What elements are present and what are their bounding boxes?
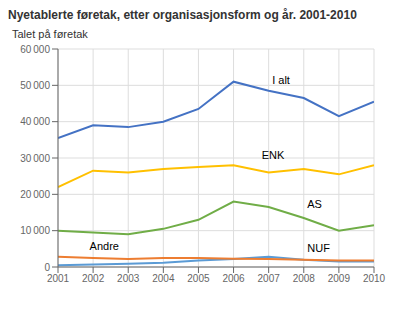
svg-text:2004: 2004 bbox=[152, 273, 175, 284]
svg-text:50 000: 50 000 bbox=[20, 80, 50, 91]
svg-text:2006: 2006 bbox=[222, 273, 245, 284]
svg-text:10 000: 10 000 bbox=[20, 225, 50, 236]
svg-text:2010: 2010 bbox=[363, 273, 386, 284]
svg-text:Andre: Andre bbox=[90, 240, 119, 252]
svg-text:30 000: 30 000 bbox=[20, 153, 50, 164]
svg-text:2001: 2001 bbox=[47, 273, 70, 284]
svg-text:2002: 2002 bbox=[82, 273, 105, 284]
html-text:Talet på føretak: Talet på føretak bbox=[12, 28, 88, 40]
svg-text:2007: 2007 bbox=[258, 273, 281, 284]
svg-text:2009: 2009 bbox=[328, 273, 351, 284]
svg-text:I alt: I alt bbox=[272, 74, 290, 86]
svg-text:40 000: 40 000 bbox=[20, 116, 50, 127]
svg-text:2003: 2003 bbox=[117, 273, 140, 284]
svg-text:2005: 2005 bbox=[187, 273, 210, 284]
svg-text:60 000: 60 000 bbox=[20, 44, 50, 55]
svg-text:2008: 2008 bbox=[293, 273, 316, 284]
svg-text:ENK: ENK bbox=[262, 149, 285, 161]
svg-text:NUF: NUF bbox=[307, 242, 330, 254]
svg-text:0: 0 bbox=[44, 262, 50, 273]
svg-text:AS: AS bbox=[307, 198, 322, 210]
html-text:Nyetablerte føretak, etter org: Nyetablerte føretak, etter organisasjons… bbox=[8, 8, 357, 22]
svg-text:20 000: 20 000 bbox=[20, 189, 50, 200]
